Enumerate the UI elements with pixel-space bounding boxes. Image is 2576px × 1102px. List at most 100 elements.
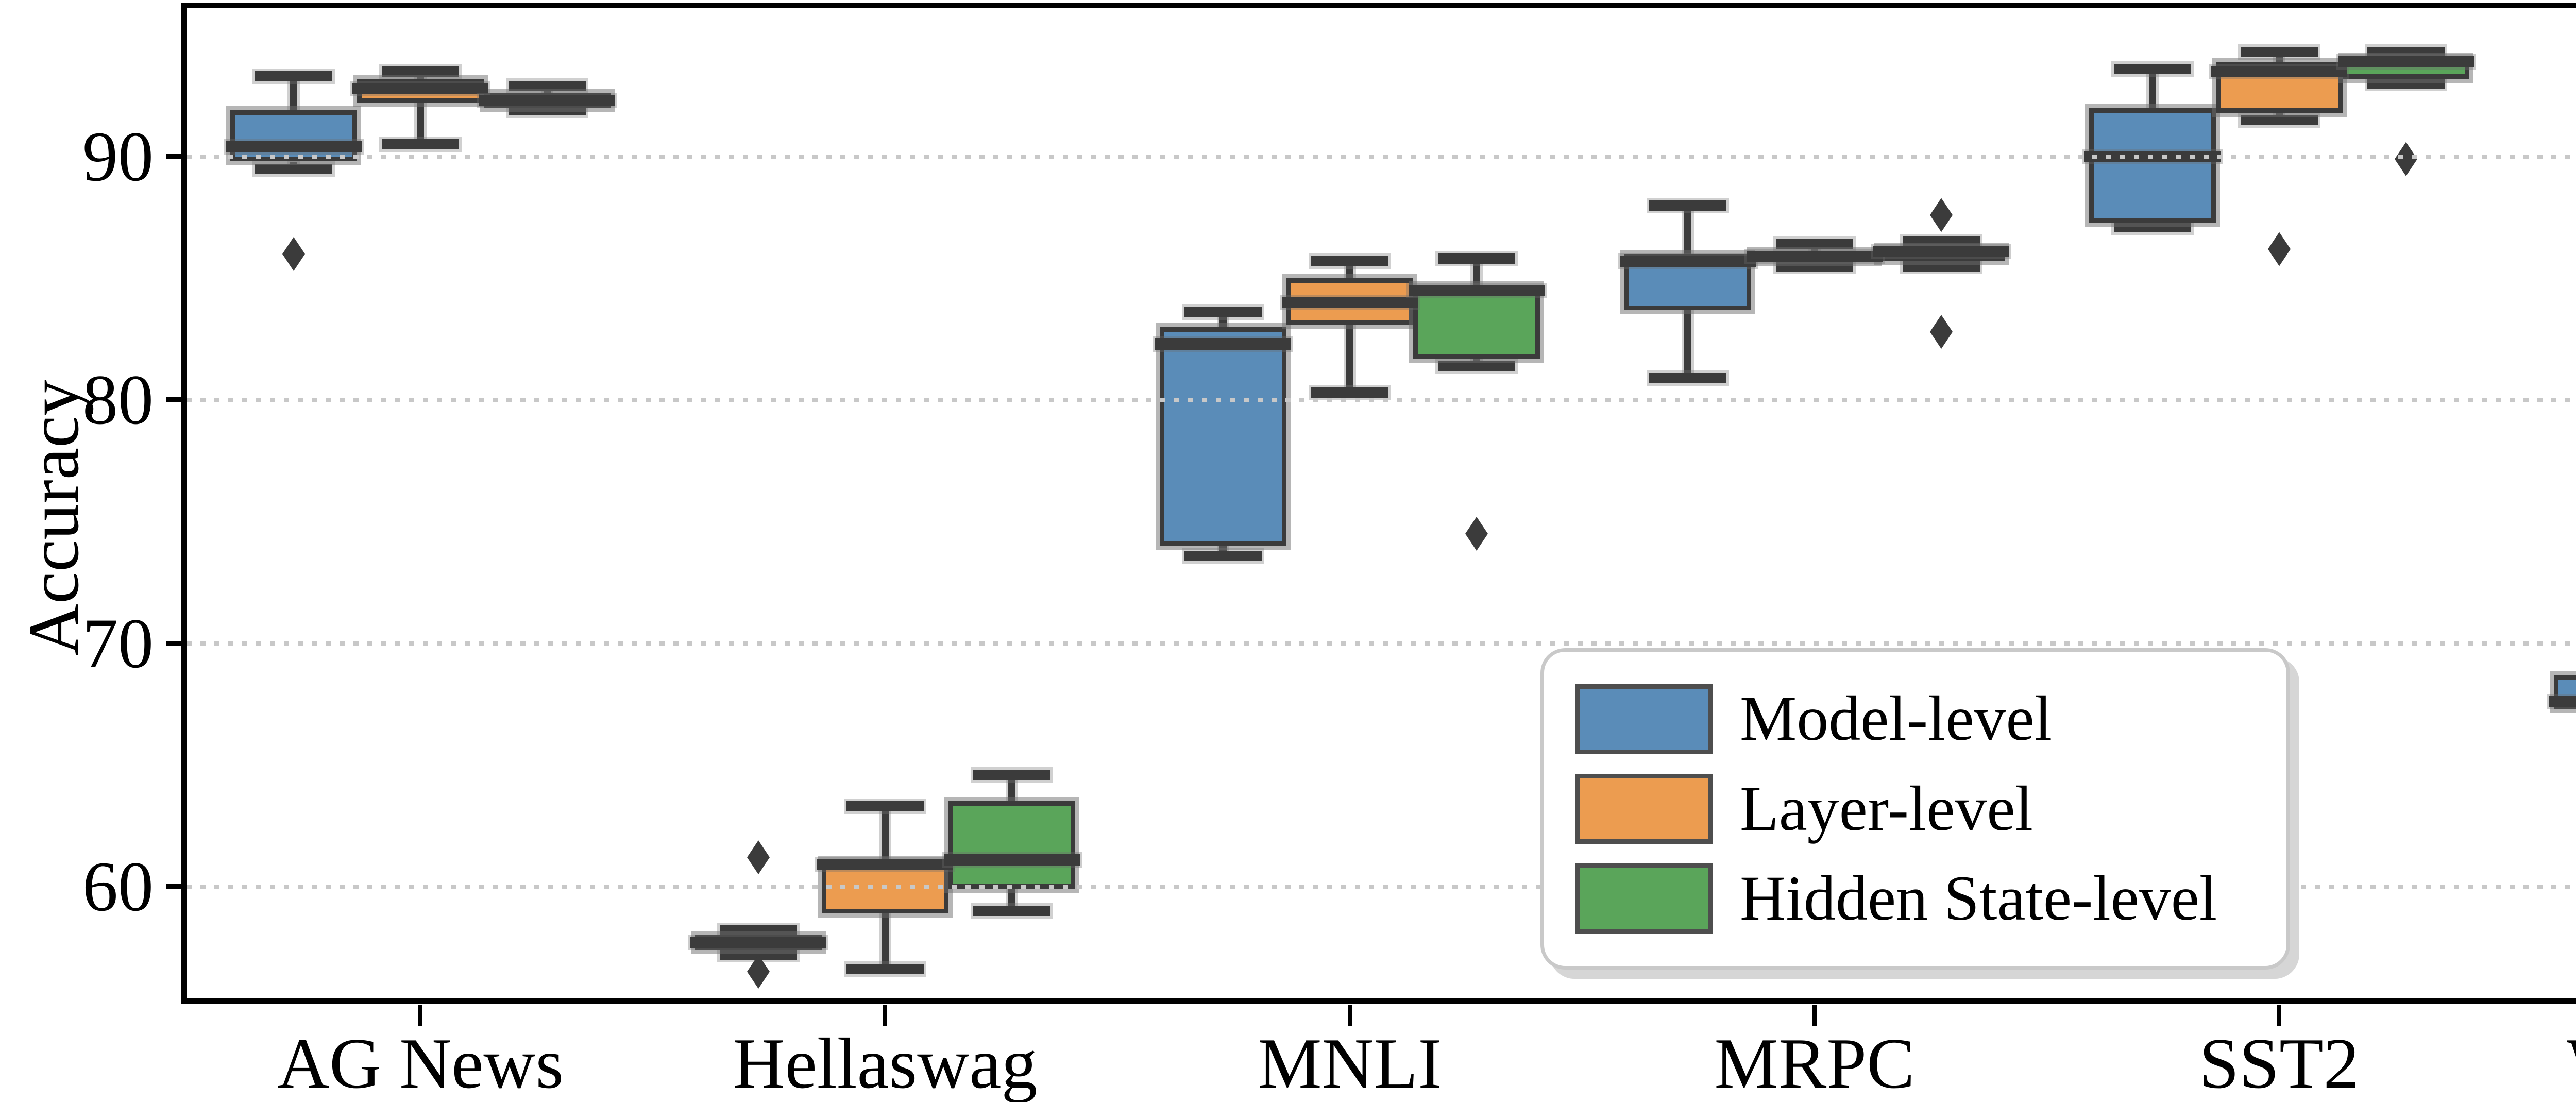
legend-entry-hidden-state-level: Hidden State-level bbox=[1575, 863, 2256, 934]
whisker-cap-lower-layer-level-sst2 bbox=[2241, 115, 2318, 126]
whisker-cap-upper-hidden-state-level-sst2 bbox=[2367, 47, 2445, 57]
whisker-cap-upper-hidden-state-level-mnli bbox=[1438, 253, 1515, 264]
whisker-lower-layer-level-mnli bbox=[1346, 324, 1353, 393]
whisker-lower-layer-level-hellaswag bbox=[882, 913, 889, 970]
plot-area bbox=[181, 3, 2576, 1004]
median-hidden-state-level-hellaswag bbox=[944, 854, 1080, 866]
whisker-cap-upper-layer-level-sst2 bbox=[2241, 47, 2318, 57]
y-tick-label-70: 70 bbox=[82, 603, 154, 683]
x-tick-mrpc bbox=[1812, 1005, 1817, 1026]
x-tick-label-mnli: MNLI bbox=[1258, 1024, 1442, 1102]
box-model-level-ag-news bbox=[230, 110, 357, 162]
whisker-upper-hidden-state-level-hellaswag bbox=[1008, 774, 1015, 802]
x-tick-label-mrpc: MRPC bbox=[1714, 1024, 1915, 1102]
x-tick-ag-news bbox=[418, 1005, 422, 1026]
whisker-cap-upper-layer-level-ag-news bbox=[382, 66, 459, 77]
whisker-cap-upper-layer-level-mrpc bbox=[1776, 239, 1853, 250]
whisker-cap-lower-model-level-hellaswag bbox=[720, 949, 797, 960]
median-hidden-state-level-ag-news bbox=[479, 95, 615, 107]
outlier-hidden-state-level-mrpc-1 bbox=[1930, 315, 1953, 349]
whisker-cap-lower-model-level-sst2 bbox=[2114, 222, 2191, 232]
gridline-y-70 bbox=[187, 641, 2576, 646]
y-tick-90 bbox=[166, 154, 187, 160]
median-layer-level-hellaswag bbox=[817, 859, 953, 871]
y-tick-label-80: 80 bbox=[82, 360, 154, 439]
median-model-level-mrpc bbox=[1620, 256, 1756, 267]
median-model-level-ag-news bbox=[226, 141, 362, 153]
box-model-level-mnli bbox=[1160, 327, 1286, 546]
outlier-hidden-state-level-mrpc-0 bbox=[1930, 198, 1953, 232]
whisker-cap-upper-model-level-mrpc bbox=[1649, 200, 1726, 211]
outlier-hidden-state-level-sst2-0 bbox=[2395, 142, 2417, 176]
whisker-upper-hidden-state-level-mnli bbox=[1473, 259, 1480, 286]
whisker-cap-upper-model-level-ag-news bbox=[255, 71, 332, 82]
gridline-y-90 bbox=[187, 155, 2576, 159]
x-tick-sst2 bbox=[2277, 1005, 2281, 1026]
y-axis-label: Accuracy bbox=[14, 379, 94, 656]
whisker-cap-upper-hidden-state-level-hellaswag bbox=[973, 769, 1050, 780]
whisker-cap-lower-hidden-state-level-mrpc bbox=[1903, 261, 1980, 272]
whisker-upper-layer-level-hellaswag bbox=[882, 806, 889, 860]
gridline-y-80 bbox=[187, 398, 2576, 402]
median-model-level-winogrande bbox=[2549, 696, 2576, 707]
legend-entry-layer-level: Layer-level bbox=[1575, 773, 2256, 844]
whisker-lower-layer-level-ag-news bbox=[417, 103, 424, 145]
y-tick-70 bbox=[166, 640, 187, 646]
median-layer-level-mrpc bbox=[1747, 250, 1883, 262]
y-tick-label-90: 90 bbox=[82, 117, 154, 196]
whisker-cap-lower-model-level-mrpc bbox=[1649, 372, 1726, 383]
whisker-upper-model-level-mrpc bbox=[1684, 205, 1691, 254]
x-tick-label-hellaswag: Hellaswag bbox=[733, 1024, 1038, 1102]
x-tick-mnli bbox=[1348, 1005, 1352, 1026]
whisker-lower-model-level-mrpc bbox=[1684, 310, 1691, 378]
plot-canvas bbox=[187, 8, 2576, 998]
whisker-upper-model-level-ag-news bbox=[290, 76, 297, 111]
legend-label-hidden-state-level: Hidden State-level bbox=[1740, 863, 2217, 934]
whisker-cap-lower-hidden-state-level-hellaswag bbox=[973, 905, 1050, 916]
median-model-level-hellaswag bbox=[690, 937, 826, 948]
outlier-layer-level-sst2-0 bbox=[2268, 232, 2291, 266]
box-model-level-sst2 bbox=[2089, 108, 2216, 223]
whisker-cap-upper-hidden-state-level-mrpc bbox=[1903, 236, 1980, 247]
legend-swatch-layer-level bbox=[1575, 773, 1713, 844]
y-tick-60 bbox=[166, 884, 187, 889]
whisker-cap-lower-model-level-ag-news bbox=[255, 163, 332, 174]
median-layer-level-sst2 bbox=[2211, 65, 2347, 77]
y-tick-label-60: 60 bbox=[82, 846, 154, 926]
whisker-cap-lower-layer-level-mnli bbox=[1311, 387, 1388, 398]
legend-swatch-hidden-state-level bbox=[1575, 863, 1713, 934]
outlier-model-level-ag-news-0 bbox=[282, 236, 305, 271]
whisker-cap-lower-layer-level-hellaswag bbox=[846, 964, 924, 975]
whisker-cap-lower-model-level-mnli bbox=[1184, 550, 1262, 561]
median-hidden-state-level-mnli bbox=[1409, 284, 1545, 296]
x-tick-hellaswag bbox=[883, 1005, 887, 1026]
outlier-hidden-state-level-mnli-0 bbox=[1465, 517, 1488, 551]
legend-entry-model-level: Model-level bbox=[1575, 684, 2256, 754]
legend-swatch-model-level bbox=[1575, 684, 1713, 754]
whisker-lower-hidden-state-level-hellaswag bbox=[1008, 889, 1015, 911]
whisker-cap-lower-hidden-state-level-mnli bbox=[1438, 361, 1515, 371]
whisker-cap-upper-layer-level-hellaswag bbox=[846, 801, 924, 811]
whisker-cap-upper-model-level-sst2 bbox=[2114, 64, 2191, 75]
whisker-cap-lower-layer-level-ag-news bbox=[382, 139, 459, 150]
whisker-cap-upper-hidden-state-level-ag-news bbox=[509, 81, 586, 92]
outlier-model-level-hellaswag-0 bbox=[747, 840, 770, 875]
whisker-cap-lower-layer-level-mrpc bbox=[1776, 261, 1853, 272]
legend: Model-level Layer-level Hidden State-lev… bbox=[1540, 648, 2290, 970]
x-tick-label-ag-news: AG News bbox=[277, 1024, 564, 1102]
median-layer-level-mnli bbox=[1282, 297, 1418, 309]
x-tick-label-winogrande: Winogrande bbox=[2461, 1025, 2576, 1102]
box-hidden-state-level-hellaswag bbox=[948, 801, 1075, 889]
whisker-upper-model-level-sst2 bbox=[2149, 69, 2156, 108]
y-tick-80 bbox=[166, 397, 187, 403]
median-model-level-mnli bbox=[1155, 338, 1291, 350]
x-tick-label-sst2: SST2 bbox=[2199, 1024, 2360, 1102]
median-hidden-state-level-mrpc bbox=[1873, 246, 2009, 258]
legend-label-layer-level: Layer-level bbox=[1740, 773, 2033, 844]
gridline-y-60 bbox=[187, 884, 2576, 889]
whisker-cap-upper-model-level-mnli bbox=[1184, 307, 1262, 318]
legend-label-model-level: Model-level bbox=[1740, 683, 2053, 754]
whisker-cap-lower-hidden-state-level-sst2 bbox=[2367, 78, 2445, 89]
median-hidden-state-level-sst2 bbox=[2338, 56, 2474, 67]
